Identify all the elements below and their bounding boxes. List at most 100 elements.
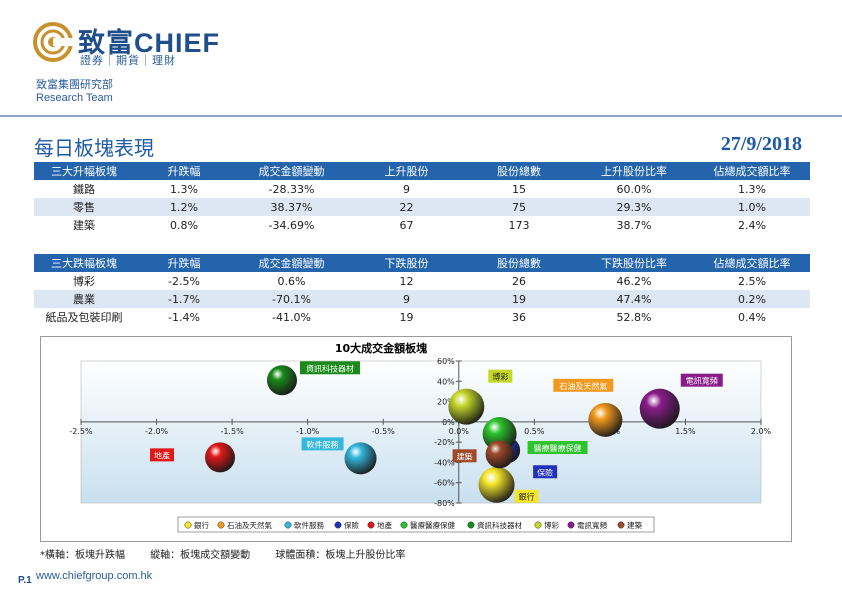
cell: 52.8% — [574, 308, 694, 326]
cell: -28.33% — [234, 180, 349, 198]
cell: 29.3% — [574, 198, 694, 216]
bubble-label: 石油及天然氣 — [559, 381, 607, 391]
cell: 173 — [464, 216, 574, 234]
legend-entry: 醫療醫療保健 — [410, 520, 455, 530]
chart-footnote: *橫軸：板塊升跌幅 縱軸：板塊成交額變動 球體面積：板塊上升股份比率 — [40, 546, 427, 561]
y-tick-label: 20% — [437, 398, 455, 407]
column-header: 成交金額變動 — [234, 162, 349, 180]
bubble-9 — [485, 440, 514, 469]
website-link[interactable]: www.chiefgroup.com.hk — [36, 570, 153, 582]
cell: 19 — [349, 308, 464, 326]
bubble-label-bg — [680, 373, 723, 387]
bubble-label: 醫療醫療保健 — [534, 443, 582, 453]
bubble-label: 建築 — [457, 451, 473, 461]
cell: 0.8% — [134, 216, 234, 234]
top-gainers-table: 三大升幅板塊 升跌幅 成交金額變動 上升股份 股份總數 上升股份比率 佔總成交額… — [34, 162, 810, 234]
department-zh: 致富集團研究部 — [36, 78, 113, 91]
bubble-chart-svg: 10大成交金額板塊 -2.5% -2.0% -1.5% -1.0% -0.5% 0.0% 0… — [69, 341, 772, 533]
legend-entry: 軟件服務 — [294, 520, 324, 530]
bubble-label-bg — [299, 361, 360, 375]
column-header: 三大跌幅板塊 — [34, 254, 134, 272]
x-tick-label: 0.5% — [524, 427, 545, 436]
y-tick-label: 60% — [437, 357, 455, 366]
bubble-8 — [639, 388, 680, 429]
cell: 1.3% — [134, 180, 234, 198]
legend-entry: 博彩 — [544, 520, 559, 530]
column-header: 上升股份 — [349, 162, 464, 180]
axes: -2.5%-2.0%-1.5%-1.0%-0.5%0.0%0.5%1.0%1.5… — [69, 357, 771, 508]
legend-swatch — [400, 521, 408, 529]
cell: 67 — [349, 216, 464, 234]
table-row: 紙品及包裝印刷 -1.4% -41.0% 19 36 52.8% 0.4% — [34, 308, 810, 326]
bubble-label: 銀行 — [519, 492, 535, 502]
report-date: 27/9/2018 — [720, 133, 802, 155]
table-row: 博彩 -2.5% 0.6% 12 26 46.2% 2.5% — [34, 272, 810, 290]
sector-name: 農業 — [34, 290, 134, 308]
legend-swatch — [617, 521, 625, 529]
bubble-6 — [266, 365, 297, 396]
table-row: 農業 -1.7% -70.1% 9 19 47.4% 0.2% — [34, 290, 810, 308]
legend-entry: 資訊科技器材 — [477, 520, 522, 530]
legend-swatch — [534, 521, 542, 529]
legend-swatch — [184, 521, 192, 529]
cell: 19 — [464, 290, 574, 308]
cell: 46.2% — [574, 272, 694, 290]
column-header: 下跌股份比率 — [574, 254, 694, 272]
cell: -1.4% — [134, 308, 234, 326]
bubble-2 — [344, 442, 377, 475]
cell: -1.7% — [134, 290, 234, 308]
column-header: 下跌股份 — [349, 254, 464, 272]
brand-name: 致富CHIEF — [78, 28, 220, 58]
cell: -70.1% — [234, 290, 349, 308]
page-title: 每日板塊表現 — [34, 136, 154, 160]
bubble-4 — [205, 442, 236, 473]
table-row: 建築 0.8% -34.69% 67 173 38.7% 2.4% — [34, 216, 810, 234]
legend-swatch — [467, 521, 475, 529]
cell: 38.37% — [234, 198, 349, 216]
cell: 9 — [349, 290, 464, 308]
x-tick-label: 2.0% — [751, 427, 772, 436]
cell: 36 — [464, 308, 574, 326]
legend-swatch — [367, 521, 375, 529]
bubble-label-bg — [488, 369, 513, 383]
bubble-label-bg — [301, 437, 344, 451]
legend-entry: 電訊寬頻 — [577, 520, 607, 530]
legend-entry: 銀行 — [194, 520, 209, 530]
cell: -2.5% — [134, 272, 234, 290]
cell: 38.7% — [574, 216, 694, 234]
bubble-5 — [482, 417, 517, 452]
cell: 0.6% — [234, 272, 349, 290]
bubble-label: 博彩 — [492, 372, 508, 382]
column-header: 升跌幅 — [134, 162, 234, 180]
column-header: 佔總成交額比率 — [694, 162, 810, 180]
brand-tagline: 證券｜期貨｜理財 — [80, 54, 176, 67]
sector-name: 零售 — [34, 198, 134, 216]
cell: 15 — [464, 180, 574, 198]
column-header: 上升股份比率 — [574, 162, 694, 180]
cell: 47.4% — [574, 290, 694, 308]
sector-name: 博彩 — [34, 272, 134, 290]
page-number: P.1 — [18, 575, 32, 586]
cell: 1.0% — [694, 198, 810, 216]
bubble-label-bg — [452, 449, 477, 463]
chart-legend: 銀行 石油及天然氣 軟件服務 保險 地產 醫療醫療保健 資訊科技器材 博彩 電訊寬頻 建築 — [177, 516, 655, 533]
bubble-label: 資訊科技器材 — [306, 363, 354, 373]
column-header: 升跌幅 — [134, 254, 234, 272]
legend-swatch — [284, 521, 292, 529]
bubble-0 — [478, 466, 515, 503]
column-header: 股份總數 — [464, 162, 574, 180]
x-tick-label: -1.5% — [221, 427, 245, 436]
footnote-bubble-size: 球體面積：板塊上升股份比率 — [275, 550, 406, 561]
bubble-label-bg — [553, 378, 614, 392]
bubble-1 — [588, 402, 623, 437]
x-tick-label: -0.5% — [372, 427, 396, 436]
cell: 0.2% — [694, 290, 810, 308]
bubble-label: 地產 — [154, 450, 170, 460]
bubble-label-bg — [527, 441, 588, 455]
cell: 1.3% — [694, 180, 810, 198]
sector-name: 建築 — [34, 216, 134, 234]
legend-entry: 地產 — [377, 520, 392, 530]
y-tick-label: -80% — [434, 499, 455, 508]
legend-frame — [177, 516, 655, 533]
